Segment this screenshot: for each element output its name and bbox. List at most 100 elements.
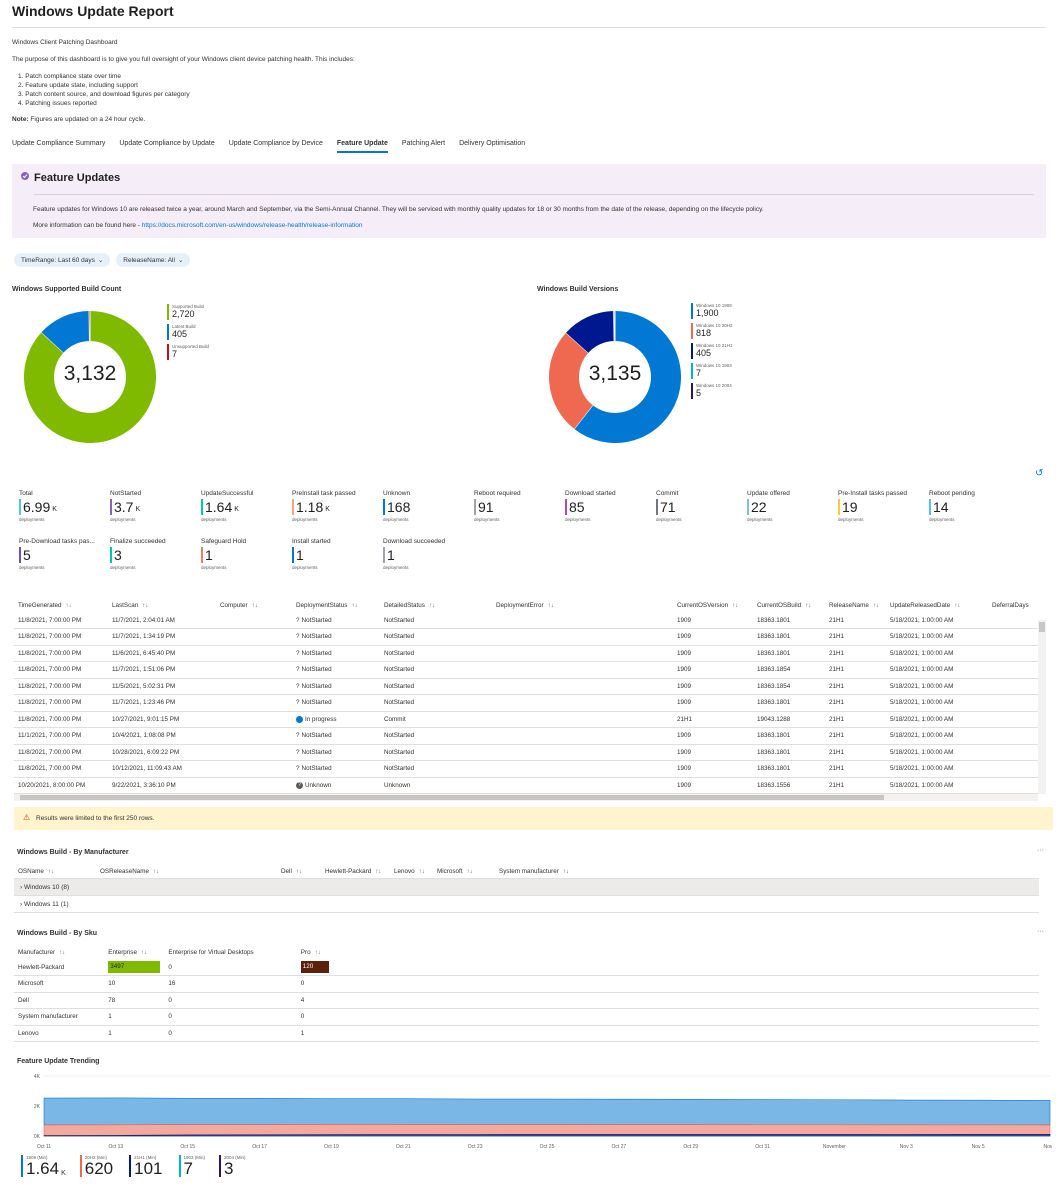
sort-icon[interactable]: ↑↓ — [65, 602, 72, 609]
trend-legend-item[interactable]: 1903 (Min) 7 — [178, 1155, 205, 1178]
column-header[interactable]: DeploymentError ↑↓ — [492, 598, 673, 612]
vertical-scrollbar[interactable] — [1038, 620, 1046, 794]
table-row[interactable]: System manufacturer 1 0 0 — [14, 1008, 1039, 1026]
build-version-legend-item[interactable]: Windows 10 2004 5 — [691, 383, 733, 399]
build-version-legend-item[interactable]: Windows 10 1903 7 — [691, 363, 733, 379]
build-version-legend-item[interactable]: Windows 10 20H2 818 — [691, 323, 733, 339]
status-tile[interactable]: Pre-Install tasks passed 19 deployments — [838, 490, 926, 522]
column-header[interactable]: UpdateReleasedDate ↑↓ — [886, 598, 988, 612]
table-row[interactable]: 11/8/2021, 7:00:00 PM 10/27/2021, 9:01:15… — [14, 711, 1044, 728]
tab-update-compliance-summary[interactable]: Update Compliance Summary — [12, 140, 106, 147]
horizontal-scrollbar[interactable] — [14, 794, 1038, 801]
sort-icon[interactable]: ↑↓ — [314, 949, 321, 956]
tab-update-compliance-by-device[interactable]: Update Compliance by Device — [228, 140, 323, 147]
column-header[interactable]: LastScan ↑↓ — [108, 598, 216, 612]
column-header[interactable]: DeferralDays — [988, 598, 1044, 612]
trend-legend-item[interactable]: 21H1 (Min) 101 — [129, 1155, 164, 1178]
column-header[interactable]: Computer ↑↓ — [216, 598, 292, 612]
table-row[interactable]: 11/8/2021, 7:00:00 PM 11/5/2021, 5:02:31 … — [14, 678, 1044, 695]
column-header[interactable]: Microsoft ↑↓ — [433, 868, 495, 875]
table-row[interactable]: 11/1/2021, 7:00:00 PM 10/4/2021, 1:08:08 … — [14, 727, 1044, 745]
column-header[interactable]: Enterprise for Virtual Desktops — [164, 945, 296, 959]
column-header[interactable]: Manufacturer ↑↓ — [14, 945, 104, 959]
status-tile[interactable]: Reboot pending 14 deployments — [929, 490, 1017, 522]
table-row[interactable]: Lenovo 1 0 1 — [14, 1025, 1039, 1042]
column-header[interactable]: DetailedStatus ↑↓ — [380, 598, 492, 612]
build-version-slice-0[interactable] — [574, 311, 681, 443]
sort-icon[interactable]: ↑↓ — [872, 602, 879, 609]
column-header[interactable]: System manufacturer ↑↓ — [495, 868, 575, 875]
table-row[interactable]: 11/8/2021, 7:00:00 PM 10/12/2021, 11:09:4… — [14, 760, 1044, 778]
table-row[interactable]: 11/8/2021, 7:00:00 PM 10/28/2021, 6:09:22… — [14, 744, 1044, 761]
table-row[interactable]: 11/8/2021, 7:00:00 PM 11/6/2021, 6:45:40 … — [14, 645, 1044, 662]
column-header[interactable]: ReleaseName ↑↓ — [825, 598, 886, 612]
supported-build-legend-item[interactable]: Supported Build 2,720 — [167, 304, 209, 320]
supported-build-slice-0[interactable] — [24, 311, 156, 443]
sort-icon[interactable]: ↑↓ — [418, 868, 425, 875]
column-header[interactable]: OSName ↑↓ — [14, 868, 96, 875]
column-header[interactable]: Enterprise ↑↓ — [104, 945, 164, 959]
sort-icon[interactable]: ↑↓ — [351, 602, 358, 609]
table-row[interactable]: 11/8/2021, 7:00:00 PM 11/7/2021, 2:04:01 … — [14, 612, 1044, 629]
refresh-icon[interactable]: ↺ — [1035, 468, 1044, 479]
table-row[interactable]: Dell 78 0 4 — [14, 992, 1039, 1009]
build-version-slice-2[interactable] — [566, 311, 615, 354]
sort-icon[interactable]: ↑↓ — [140, 949, 147, 956]
trend-legend-item[interactable]: 1909 (Min) 1.64 K — [21, 1155, 66, 1178]
status-tile[interactable]: Reboot required 91 deployments — [474, 490, 562, 522]
status-tile[interactable]: Finalize succeeded 3 deployments — [110, 538, 198, 570]
build-version-legend-item[interactable]: Windows 10 21H1 405 — [691, 343, 733, 359]
group-row[interactable]: › Windows 11 (1) — [14, 896, 1039, 913]
release-info-link[interactable]: https://docs.microsoft.com/en-us/windows… — [141, 222, 363, 229]
sort-icon[interactable]: ↑↓ — [153, 868, 159, 875]
status-tile[interactable]: Unknown 168 deployments — [383, 490, 471, 522]
column-header[interactable]: DeploymentStatus ↑↓ — [292, 598, 380, 612]
column-header[interactable]: Pro ↑↓ — [297, 945, 337, 959]
sort-icon[interactable]: ↑↓ — [547, 602, 554, 609]
table-row[interactable]: 11/8/2021, 7:00:00 PM 11/7/2021, 1:23:46 … — [14, 694, 1044, 712]
status-tile[interactable]: PreInstall task passed 1.18 K deployments — [292, 490, 380, 522]
column-header[interactable]: Dell ↑↓ — [277, 868, 321, 875]
sort-icon[interactable]: ↑↓ — [295, 868, 302, 875]
status-tile[interactable]: Pre-Download tasks pas... 5 deployments — [19, 538, 107, 570]
status-tile[interactable]: Download succeeded 1 deployments — [383, 538, 471, 570]
table-row[interactable]: Microsoft 10 16 0 — [14, 975, 1039, 993]
more-options-icon[interactable]: ··· — [1037, 847, 1044, 854]
trend-legend-item[interactable]: 2004 (Min) 3 — [219, 1155, 246, 1178]
table-row[interactable]: 11/8/2021, 7:00:00 PM 11/7/2021, 1:34:19 … — [14, 628, 1044, 646]
table-row[interactable]: 11/8/2021, 7:00:00 PM 11/7/2021, 1:51:06 … — [14, 661, 1044, 679]
time-range-filter[interactable]: TimeRange: Last 60 days ⌄ — [14, 253, 111, 267]
column-header[interactable]: CurrentOSBuild ↑↓ — [753, 598, 825, 612]
status-tile[interactable]: Install started 1 deployments — [292, 538, 380, 570]
column-header[interactable]: OSReleaseName ↑↓ — [96, 868, 277, 875]
sort-icon[interactable]: ↑↓ — [428, 602, 435, 609]
trend-legend-item[interactable]: 20H2 (Min) 620 — [79, 1155, 115, 1178]
supported-build-legend-item[interactable]: Latest Build 405 — [167, 324, 209, 340]
status-tile[interactable]: Safeguard Hold 1 deployments — [201, 538, 289, 570]
status-tile[interactable]: NotStarted 3.7 K deployments — [110, 490, 198, 522]
sort-icon[interactable]: ↑↓ — [805, 602, 812, 609]
tab-update-compliance-by-update[interactable]: Update Compliance by Update — [119, 140, 215, 147]
status-tile[interactable]: Update offered 22 deployments — [747, 490, 835, 522]
table-row[interactable]: Hewlett-Packard 3497 0 120 — [14, 959, 1039, 976]
column-header[interactable]: Hewlett-Packard ↑↓ — [321, 868, 390, 875]
tab-patching-alert[interactable]: Patching Alert — [401, 140, 446, 147]
build-version-slice-1[interactable] — [549, 332, 594, 429]
column-header[interactable]: TimeGenerated ↑↓ — [14, 598, 108, 612]
build-version-legend-item[interactable]: Windows 10 1909 1,900 — [691, 303, 733, 319]
supported-build-slice-1[interactable] — [41, 311, 91, 354]
status-tile[interactable]: Commit 71 deployments — [656, 490, 744, 522]
sort-icon[interactable]: ↑↓ — [251, 602, 258, 609]
area-series-20H2[interactable] — [43, 1124, 1051, 1136]
sort-icon[interactable]: ↑↓ — [732, 602, 739, 609]
sort-icon[interactable]: ↑↓ — [59, 949, 66, 956]
status-tile[interactable]: Total 6.99 K deployments — [19, 490, 107, 522]
group-row[interactable]: › Windows 10 (8) — [14, 879, 1039, 896]
tab-delivery-optimisation[interactable]: Delivery Optimisation — [459, 140, 526, 147]
tab-feature-update[interactable]: Feature Update — [336, 140, 388, 153]
sort-icon[interactable]: ↑↓ — [466, 868, 473, 875]
more-options-icon[interactable]: ··· — [1037, 928, 1044, 935]
column-header[interactable]: Lenovo ↑↓ — [390, 868, 433, 875]
table-row[interactable]: 10/20/2021, 8:00:00 PM 9/22/2021, 3:36:10… — [14, 777, 1044, 794]
sort-icon[interactable]: ↑↓ — [375, 868, 382, 875]
